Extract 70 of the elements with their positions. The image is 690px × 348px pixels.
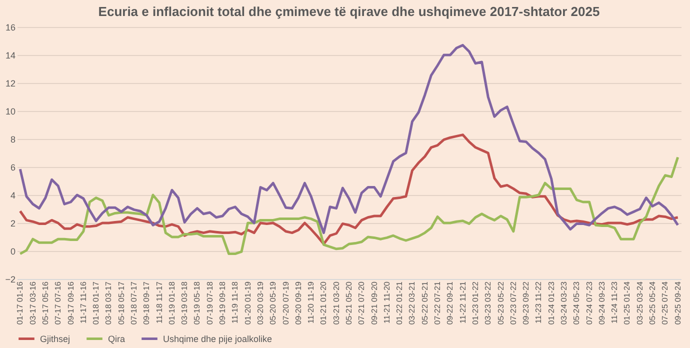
x-tick-label: 05-17 05-16 [40, 280, 50, 325]
y-tick-label: 8 [10, 134, 16, 144]
y-tick-label: 4 [10, 190, 16, 200]
y-tick-label: 14 [5, 50, 16, 60]
x-tick-label: 11-17 11-16 [78, 280, 88, 324]
x-tick-label: 01-20 01-19 [243, 280, 252, 325]
x-tick-label: 11-21 11-20 [382, 280, 392, 324]
x-tick-label: 09-20 09-19 [294, 280, 303, 325]
x-tick-label: 03-22 03-21 [408, 280, 417, 325]
x-tick-label: 07-17 07-16 [54, 280, 63, 325]
x-tick-label: 09-23 09-22 [522, 280, 531, 325]
x-tick-label: 05-24 05-23 [572, 280, 582, 325]
x-tick-label: 07-20 07-19 [281, 280, 290, 325]
x-tick-label: 01-23 01-22 [470, 280, 480, 325]
x-tick-label: 07-21 07-20 [357, 280, 366, 325]
x-tick-label: 05-22 05-21 [420, 280, 430, 325]
x-tick-label: 01-22 01-21 [395, 280, 404, 325]
x-tick-label: 11-20 11-19 [306, 280, 316, 324]
y-tick-label: 10 [5, 106, 16, 116]
x-tick-label: 09-25 09-24 [673, 280, 682, 325]
line-series [18, 134, 680, 246]
x-tick-label: 03-23 03-22 [484, 280, 493, 325]
x-tick-label: 03-17 03-16 [28, 280, 38, 325]
line-series [18, 44, 680, 234]
x-tick-label: 07-19 07-18 [205, 280, 214, 325]
legend-label: Gjithsej [40, 334, 70, 344]
y-tick-label: 12 [5, 78, 16, 88]
x-tick-label: 03-25 03-24 [635, 280, 644, 325]
x-tick-label: 09-18 09-17 [142, 280, 152, 325]
x-tick-label: 01-18 01-17 [92, 280, 101, 325]
x-tick-label: 07-25 07-24 [660, 280, 670, 325]
x-tick-label: 05-20 05-19 [268, 280, 278, 325]
x-tick-label: 07-23 07-22 [508, 280, 518, 325]
x-tick-label: 01-25 01-24 [622, 280, 632, 325]
x-tick-label: 09-21 09-20 [370, 280, 379, 325]
x-tick-label: 09-24 09-23 [597, 280, 606, 325]
x-tick-label: 05-23 05-22 [496, 280, 506, 325]
chart-title: Ecuria e inflacionit total dhe çmimeve të qirave dhe ushqimeve 2017-shtator 2025 [98, 4, 600, 19]
x-tick-label: 05-19 05-18 [192, 280, 202, 325]
x-tick-label: 03-19 03-18 [180, 280, 190, 325]
y-tick-label: −2 [5, 274, 16, 284]
x-tick-label: 05-21 05-20 [344, 280, 354, 325]
x-tick-label: 09-22 09-21 [446, 280, 455, 325]
x-tick-label: 07-22 07-21 [433, 280, 442, 325]
x-tick-label: 11-18 11-17 [154, 280, 164, 324]
x-tick-label: 05-25 05-24 [648, 280, 658, 325]
line-series [18, 156, 680, 256]
x-tick-label: 09-17 09-16 [66, 280, 76, 325]
x-tick-label: 03-21 03-20 [332, 280, 341, 325]
x-tick-label: 03-18 03-17 [104, 280, 114, 325]
x-tick-label: 09-19 09-18 [218, 280, 228, 325]
y-tick-label: 0 [10, 246, 16, 256]
x-tick-label: 01-21 01-20 [319, 280, 328, 325]
x-tick-label: 11-23 11-22 [534, 280, 544, 324]
y-tick-label: 2 [10, 218, 16, 228]
x-tick-label: 01-19 01-18 [167, 280, 176, 325]
x-tick-label: 03-24 03-23 [560, 280, 569, 325]
legend-label: Qira [108, 334, 126, 344]
x-tick-label: 11-24 11-23 [610, 280, 620, 324]
y-tick-label: 6 [10, 162, 16, 172]
legend-label: Ushqime dhe pije joalkolike [163, 334, 272, 344]
x-tick-label: 05-18 05-17 [116, 280, 126, 325]
x-tick-label: 11-22 11-21 [458, 280, 468, 324]
x-tick-label: 01-17 01-16 [16, 280, 25, 325]
x-tick-label: 03-20 03-19 [256, 280, 265, 325]
x-tick-label: 07-18 07-17 [129, 280, 138, 325]
x-tick-label: 01-24 01-23 [546, 280, 556, 325]
x-tick-label: 11-19 11-18 [230, 280, 240, 324]
x-tick-label: 07-24 07-23 [584, 280, 594, 325]
y-tick-label: 16 [5, 22, 16, 32]
